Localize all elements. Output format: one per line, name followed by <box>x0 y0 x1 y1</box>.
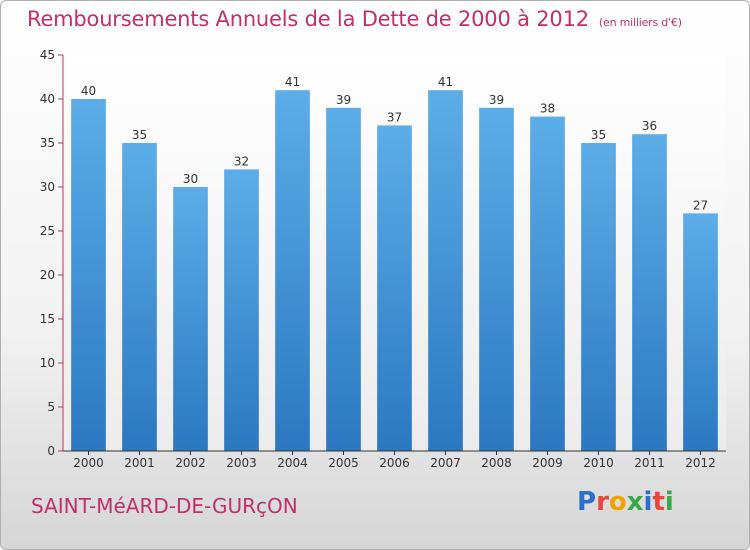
proxiti-logo[interactable]: Proxiti <box>577 487 674 517</box>
bar <box>275 90 310 451</box>
chart-title: Remboursements Annuels de la Dette de 20… <box>27 7 682 32</box>
logo-letter: r <box>596 487 609 517</box>
bar <box>479 107 514 452</box>
data-label: 27 <box>693 198 708 212</box>
logo-letter: t <box>652 487 665 517</box>
y-tick-label: 0 <box>47 444 55 458</box>
commune-name: SAINT-MéARD-DE-GURçON <box>31 494 298 518</box>
bar <box>377 125 412 452</box>
bar <box>428 90 463 451</box>
x-axis: 2000 2001 2002 2003 2004 2005 2006 2007 2008 2009… <box>63 450 726 470</box>
bar <box>326 107 361 452</box>
logo-letter: P <box>577 487 597 517</box>
bar <box>71 99 106 451</box>
x-tick-label: 2003 <box>226 456 257 470</box>
data-label: 40 <box>81 84 96 98</box>
y-tick-label: 30 <box>40 180 55 194</box>
y-tick-label: 5 <box>47 400 55 414</box>
data-label: 39 <box>489 93 504 107</box>
y-tick-label: 45 <box>40 48 55 62</box>
y-tick-label: 20 <box>40 268 55 282</box>
x-tick-label: 2008 <box>481 456 512 470</box>
logo-letter: i <box>643 487 653 517</box>
bars: 40 35 30 32 41 39 37 41 39 38 35 36 27 <box>71 75 718 452</box>
y-tick-label: 25 <box>40 224 55 238</box>
data-label: 41 <box>438 75 453 89</box>
x-tick-label: 2000 <box>73 456 104 470</box>
logo-letter: i <box>664 487 674 517</box>
bar <box>581 143 616 451</box>
x-tick-label: 2012 <box>685 456 716 470</box>
bar-chart: 0 5 10 15 20 25 30 35 40 45 40 35 30 32 41 39 37 41 39 38 3… <box>40 48 726 470</box>
y-tick-label: 15 <box>40 312 55 326</box>
data-label: 30 <box>183 172 198 186</box>
bar <box>224 169 259 451</box>
data-label: 37 <box>387 110 402 124</box>
data-label: 35 <box>591 128 606 142</box>
data-label: 36 <box>642 119 657 133</box>
y-tick-label: 10 <box>40 356 55 370</box>
chart-title-main: Remboursements Annuels de la Dette de 20… <box>27 7 589 31</box>
x-tick-label: 2002 <box>175 456 206 470</box>
data-label: 32 <box>234 154 249 168</box>
logo-letter: o <box>608 487 627 517</box>
bar <box>173 187 208 451</box>
x-tick-label: 2009 <box>532 456 563 470</box>
y-tick-label: 35 <box>40 136 55 150</box>
x-tick-label: 2005 <box>328 456 359 470</box>
x-tick-label: 2011 <box>634 456 665 470</box>
data-label: 38 <box>540 102 555 116</box>
x-tick-label: 2006 <box>379 456 410 470</box>
data-label: 35 <box>132 128 147 142</box>
data-label: 39 <box>336 93 351 107</box>
bar <box>530 116 565 451</box>
x-tick-label: 2004 <box>277 456 308 470</box>
chart-unit: (en milliers d'€) <box>598 16 682 29</box>
data-label: 41 <box>285 75 300 89</box>
x-tick-label: 2001 <box>124 456 155 470</box>
x-tick-label: 2010 <box>583 456 614 470</box>
bar <box>683 213 718 451</box>
y-axis: 0 5 10 15 20 25 30 35 40 45 <box>40 48 64 458</box>
bar <box>632 134 667 451</box>
x-tick-label: 2007 <box>430 456 461 470</box>
y-tick-label: 40 <box>40 92 55 106</box>
logo-letter: x <box>626 487 644 517</box>
bar <box>122 143 157 451</box>
